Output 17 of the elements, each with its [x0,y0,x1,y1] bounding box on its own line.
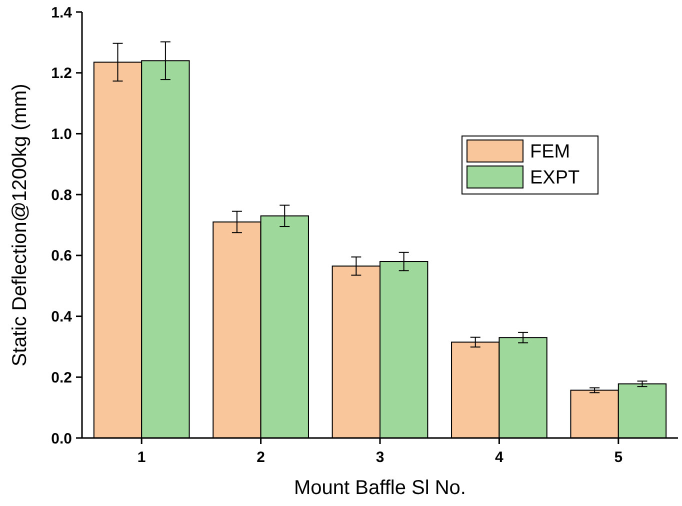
y-tick-label: 0.6 [51,248,72,265]
y-tick-label: 1.4 [51,4,73,22]
y-tick-label: 0.4 [51,308,73,326]
legend-label: EXPT [530,168,580,189]
y-axis-title: Static Deflection@1200kg (mm) [9,84,31,366]
y-tick-label: 1.2 [51,65,72,82]
x-tick-label: 4 [495,449,504,466]
y-tick-label: 1.0 [51,126,72,143]
y-tick-label: 0.0 [51,430,72,448]
x-tick-label: 1 [137,449,146,466]
x-axis-title: Mount Baffle Sl No. [294,477,466,499]
x-tick-label: 3 [376,449,384,466]
x-tick-label: 5 [614,449,623,466]
y-tick-label: 0.8 [51,186,72,204]
legend-label: FEM [530,142,570,163]
y-tick-label: 0.2 [51,369,72,386]
x-tick-label: 2 [256,449,265,466]
